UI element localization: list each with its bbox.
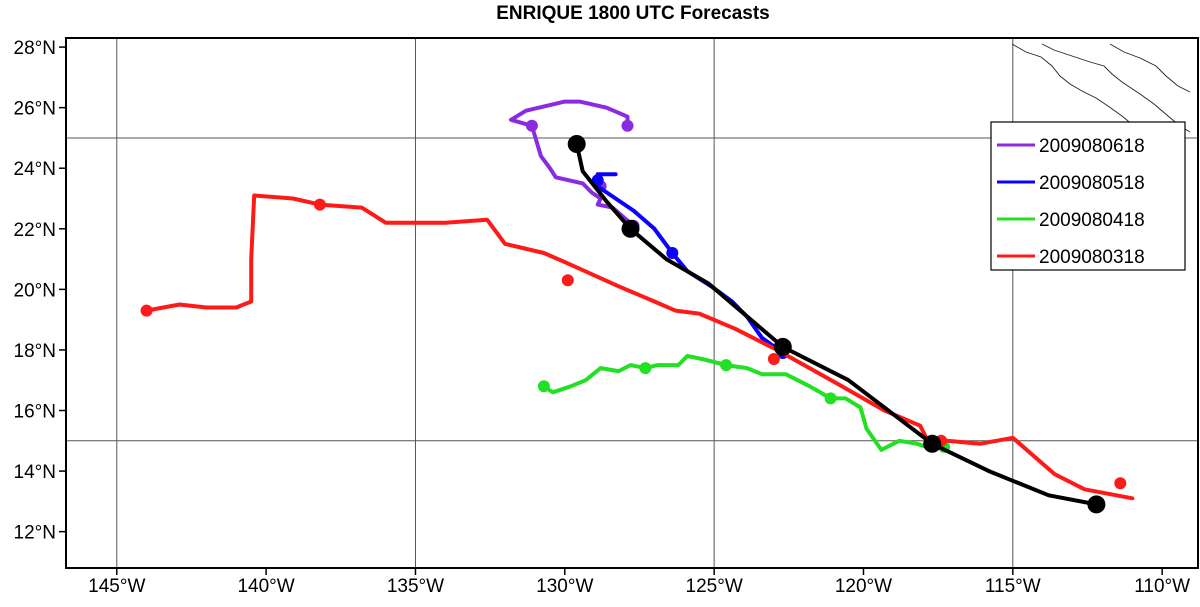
track-point	[621, 119, 634, 132]
coastline-mainland	[1109, 43, 1191, 93]
y-tick-label: 22°N	[14, 220, 56, 241]
track-2009080418	[537, 354, 951, 453]
series-line	[541, 354, 947, 452]
track-point	[567, 135, 586, 153]
track-point	[824, 392, 837, 405]
coastline-gulf	[1041, 43, 1191, 133]
legend-label: 2009080518	[1039, 173, 1145, 194]
x-tick-label: 110°W	[1134, 576, 1190, 597]
y-tick-label: 18°N	[14, 341, 56, 362]
x-tick-label: 120°W	[835, 576, 892, 597]
track-point	[621, 219, 640, 238]
track-point	[1114, 477, 1127, 490]
track-point	[639, 362, 652, 375]
track-point	[1087, 495, 1106, 514]
y-tick-label: 20°N	[14, 280, 56, 301]
track-best-track	[567, 135, 1106, 514]
x-tick-label: 135°W	[387, 576, 444, 597]
track-series	[140, 99, 1135, 514]
series-line	[509, 99, 636, 228]
track-point	[537, 380, 550, 393]
y-tick-label: 24°N	[14, 159, 56, 180]
track-point	[561, 274, 574, 287]
legend: 2009080618 2009080518 2009080418 2009080318	[990, 121, 1186, 271]
plot-frame	[65, 37, 1199, 569]
legend-box	[990, 121, 1186, 271]
y-tick-label: 28°N	[14, 38, 56, 59]
track-point	[720, 359, 733, 372]
legend-label: 2009080618	[1039, 136, 1145, 157]
y-tick-label: 12°N	[14, 523, 56, 544]
track-point	[923, 434, 942, 453]
track-point	[767, 353, 780, 365]
x-tick-label: 125°W	[686, 576, 743, 597]
track-point	[666, 247, 679, 259]
y-tick-label: 26°N	[14, 99, 56, 120]
y-tick-label: 14°N	[14, 462, 56, 483]
x-axis-ticks: 145°W 140°W 135°W 130°W 125°W 120°W 115°W 110°W	[88, 568, 1190, 597]
y-tick-label: 16°N	[14, 402, 56, 423]
legend-label: 2009080418	[1039, 210, 1145, 231]
x-tick-label: 145°W	[88, 576, 145, 597]
x-tick-label: 140°W	[237, 576, 294, 597]
x-tick-label: 130°W	[536, 576, 593, 597]
series-line	[574, 142, 1099, 507]
legend-label: 2009080318	[1039, 247, 1145, 268]
track-point	[140, 304, 153, 317]
chart-title: ENRIQUE 1800 UTC Forecasts	[496, 3, 770, 24]
track-point	[313, 198, 326, 211]
y-axis-ticks: 12°N 14°N 16°N 18°N 20°N 22°N 24°N 26°N 28°N	[14, 38, 66, 544]
x-tick-label: 115°W	[985, 576, 1041, 597]
track-point	[773, 337, 792, 356]
track-point	[525, 119, 538, 132]
